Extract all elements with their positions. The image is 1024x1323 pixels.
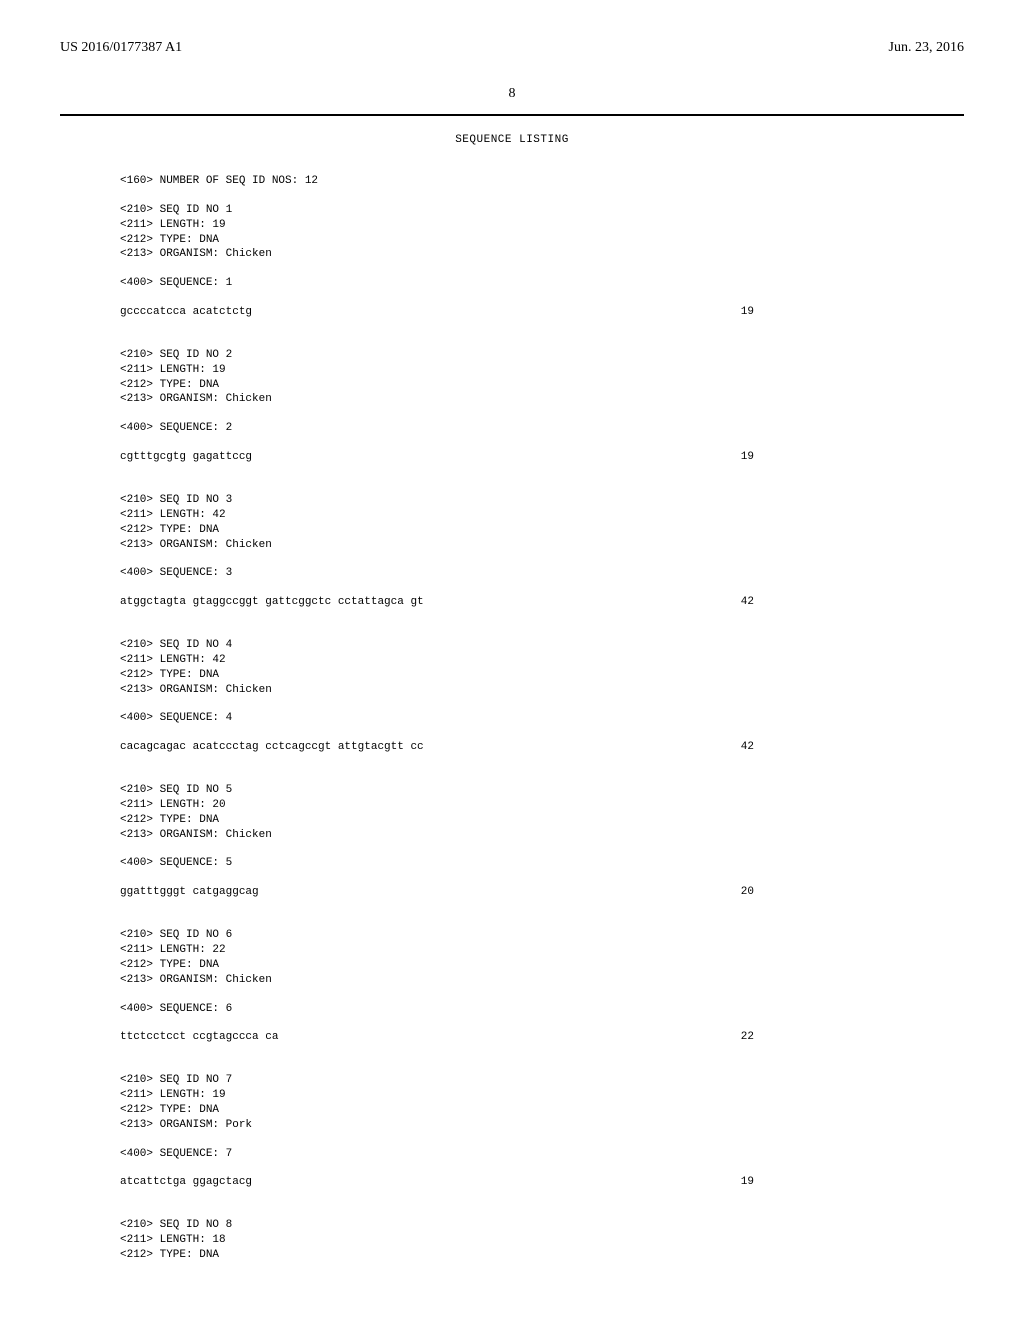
seq-header: <400> SEQUENCE: 2 bbox=[120, 421, 964, 436]
sequence-text: ggatttgggt catgaggcag bbox=[120, 885, 259, 900]
seq-header: <400> SEQUENCE: 4 bbox=[120, 711, 964, 726]
sequence-text: atggctagta gtaggccggt gattcggctc cctatta… bbox=[120, 595, 424, 610]
sequence-text: atcattctga ggagctacg bbox=[120, 1175, 252, 1190]
seq-header: <400> SEQUENCE: 1 bbox=[120, 276, 964, 291]
sequence-text: ttctcctcct ccgtagccca ca bbox=[120, 1030, 278, 1045]
sequence-length: 19 bbox=[741, 450, 754, 465]
seq-header: <400> SEQUENCE: 6 bbox=[120, 1002, 964, 1017]
publication-number: US 2016/0177387 A1 bbox=[60, 40, 182, 56]
sequence-row: gccccatcca acatctctg 19 bbox=[120, 305, 964, 320]
sequence-length: 42 bbox=[741, 740, 754, 755]
document-header: US 2016/0177387 A1 Jun. 23, 2016 bbox=[60, 40, 964, 56]
seq-meta: <210> SEQ ID NO 4 <211> LENGTH: 42 <212>… bbox=[120, 638, 964, 697]
sequence-row: cgtttgcgtg gagattccg 19 bbox=[120, 450, 964, 465]
seq-meta: <210> SEQ ID NO 5 <211> LENGTH: 20 <212>… bbox=[120, 783, 964, 842]
sequence-row: atcattctga ggagctacg 19 bbox=[120, 1175, 964, 1190]
sequence-row: ggatttgggt catgaggcag 20 bbox=[120, 885, 964, 900]
seq-header: <400> SEQUENCE: 7 bbox=[120, 1147, 964, 1162]
publication-date: Jun. 23, 2016 bbox=[889, 40, 964, 56]
seq-header: <400> SEQUENCE: 5 bbox=[120, 856, 964, 871]
sequence-row: ttctcctcct ccgtagccca ca 22 bbox=[120, 1030, 964, 1045]
sequence-text: cacagcagac acatccctag cctcagccgt attgtac… bbox=[120, 740, 424, 755]
sequence-length: 42 bbox=[741, 595, 754, 610]
page-number: 8 bbox=[60, 86, 964, 102]
seq-meta: <210> SEQ ID NO 7 <211> LENGTH: 19 <212>… bbox=[120, 1073, 964, 1132]
seq-meta: <210> SEQ ID NO 6 <211> LENGTH: 22 <212>… bbox=[120, 928, 964, 987]
sequence-length: 19 bbox=[741, 305, 754, 320]
seq-header: <400> SEQUENCE: 3 bbox=[120, 566, 964, 581]
sequence-entries: <210> SEQ ID NO 1 <211> LENGTH: 19 <212>… bbox=[60, 189, 964, 1263]
seq-meta: <210> SEQ ID NO 3 <211> LENGTH: 42 <212>… bbox=[120, 493, 964, 552]
sequence-text: gccccatcca acatctctg bbox=[120, 305, 252, 320]
sequence-listing-title: SEQUENCE LISTING bbox=[60, 134, 964, 146]
sequence-length: 22 bbox=[741, 1030, 754, 1045]
seq-meta: <210> SEQ ID NO 1 <211> LENGTH: 19 <212>… bbox=[120, 203, 964, 262]
horizontal-rule bbox=[60, 114, 964, 116]
seq-meta: <210> SEQ ID NO 2 <211> LENGTH: 19 <212>… bbox=[120, 348, 964, 407]
sequence-row: atggctagta gtaggccggt gattcggctc cctatta… bbox=[120, 595, 964, 610]
sequence-text: cgtttgcgtg gagattccg bbox=[120, 450, 252, 465]
sequence-length: 19 bbox=[741, 1175, 754, 1190]
seq-meta: <210> SEQ ID NO 8 <211> LENGTH: 18 <212>… bbox=[120, 1218, 964, 1263]
sequence-row: cacagcagac acatccctag cctcagccgt attgtac… bbox=[120, 740, 964, 755]
sequence-length: 20 bbox=[741, 885, 754, 900]
num-seq-ids: <160> NUMBER OF SEQ ID NOS: 12 bbox=[120, 174, 964, 189]
